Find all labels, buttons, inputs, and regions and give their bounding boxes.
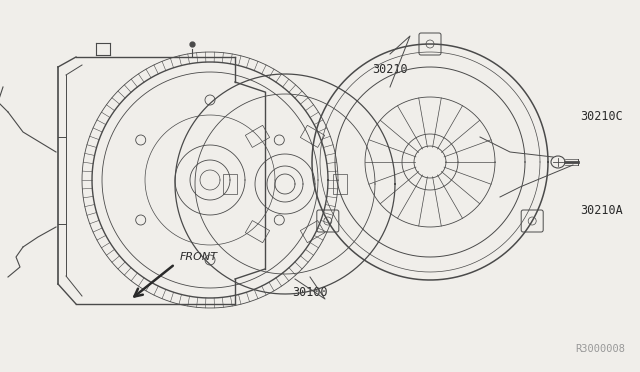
Text: 30100: 30100	[292, 286, 328, 299]
Text: 30210C: 30210C	[580, 110, 623, 124]
Text: 30210: 30210	[372, 63, 408, 76]
Bar	[223, 174, 237, 194]
Ellipse shape	[551, 156, 565, 168]
Text: R3000008: R3000008	[575, 344, 625, 354]
Bar	[300, 221, 324, 243]
Bar	[333, 174, 347, 194]
Text: FRONT: FRONT	[180, 252, 218, 262]
Bar	[245, 221, 269, 243]
Bar	[300, 125, 324, 147]
Text: 30210A: 30210A	[580, 203, 623, 217]
Bar	[245, 125, 269, 147]
